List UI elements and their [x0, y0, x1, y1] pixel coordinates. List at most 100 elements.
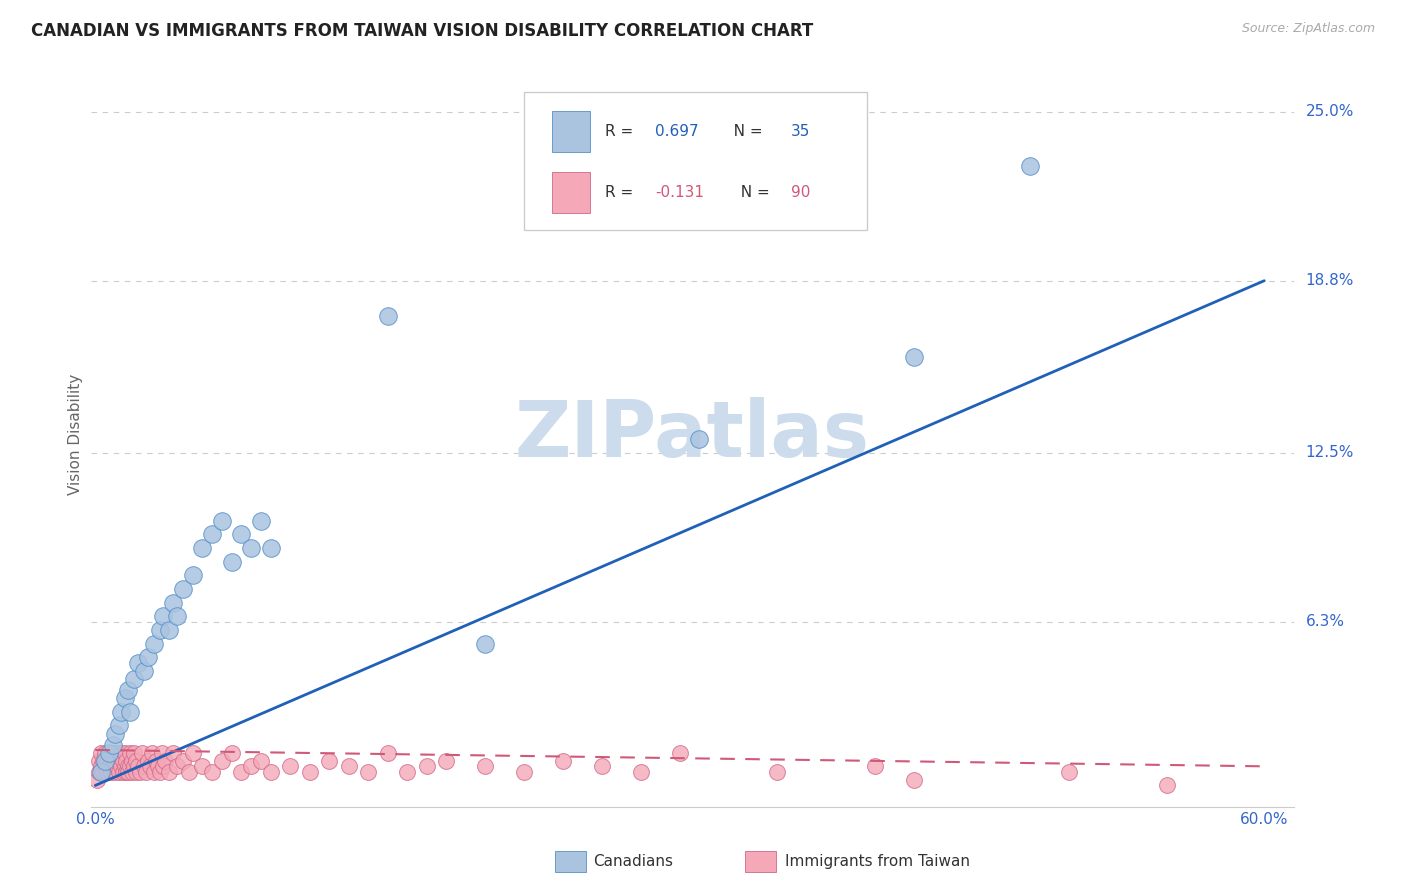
Point: [377, 309, 399, 323]
Text: Immigrants from Taiwan: Immigrants from Taiwan: [785, 855, 970, 869]
Point: [157, 764, 180, 779]
Point: [395, 764, 418, 779]
Point: [105, 759, 128, 773]
Point: [94, 746, 117, 760]
Point: [114, 759, 136, 773]
Point: [131, 746, 153, 760]
Point: [96, 764, 118, 779]
Point: [89, 754, 111, 768]
Point: [117, 759, 139, 773]
Point: [201, 764, 224, 779]
Point: [141, 746, 163, 760]
Point: [231, 764, 253, 779]
Point: [115, 764, 138, 779]
Point: [357, 764, 380, 779]
Point: [474, 759, 496, 773]
Point: [110, 705, 132, 719]
Point: [278, 759, 301, 773]
Point: [630, 764, 652, 779]
Point: [132, 759, 155, 773]
Point: [104, 754, 127, 768]
Point: [250, 514, 273, 528]
Point: [166, 609, 188, 624]
Text: 0.697: 0.697: [655, 124, 699, 139]
Point: [101, 746, 124, 760]
Point: [142, 764, 165, 779]
Point: [107, 754, 129, 768]
Point: [117, 764, 139, 779]
Point: [1156, 779, 1178, 793]
Point: [903, 350, 925, 364]
Point: [211, 754, 233, 768]
Point: [97, 746, 120, 760]
Point: [591, 759, 613, 773]
Text: 90: 90: [792, 186, 810, 201]
Text: N =: N =: [718, 124, 768, 139]
Point: [101, 738, 124, 752]
Point: [259, 764, 281, 779]
FancyBboxPatch shape: [524, 92, 866, 230]
Point: [107, 764, 129, 779]
Point: [122, 672, 145, 686]
Point: [145, 754, 167, 768]
Point: [120, 705, 142, 719]
Text: 6.3%: 6.3%: [1306, 615, 1344, 629]
Point: [104, 764, 127, 779]
Point: [1019, 159, 1042, 173]
Point: [122, 759, 145, 773]
Point: [172, 754, 194, 768]
Point: [142, 636, 165, 650]
Point: [100, 764, 122, 779]
Text: Source: ZipAtlas.com: Source: ZipAtlas.com: [1241, 22, 1375, 36]
Point: [415, 759, 437, 773]
Point: [101, 759, 124, 773]
Point: [91, 764, 114, 779]
Point: [86, 772, 108, 787]
Point: [90, 759, 112, 773]
Point: [135, 764, 157, 779]
Point: [111, 764, 134, 779]
Text: ZIPatlas: ZIPatlas: [515, 397, 870, 473]
Text: N =: N =: [731, 186, 775, 201]
Point: [146, 759, 169, 773]
Point: [162, 746, 184, 760]
Point: [90, 746, 112, 760]
Point: [551, 754, 574, 768]
Point: [240, 759, 263, 773]
Point: [107, 718, 129, 732]
Point: [240, 541, 263, 555]
Point: [120, 759, 142, 773]
Point: [139, 759, 162, 773]
Point: [111, 754, 134, 768]
Text: 35: 35: [792, 124, 810, 139]
Text: 25.0%: 25.0%: [1306, 104, 1354, 119]
Point: [149, 623, 172, 637]
Point: [122, 746, 145, 760]
Point: [863, 759, 886, 773]
Point: [94, 754, 117, 768]
Point: [181, 568, 204, 582]
Point: [117, 682, 139, 697]
Point: [191, 541, 214, 555]
Text: 12.5%: 12.5%: [1306, 445, 1354, 460]
Point: [150, 746, 173, 760]
Point: [127, 656, 149, 670]
Point: [1059, 764, 1081, 779]
Point: [136, 650, 159, 665]
Point: [259, 541, 281, 555]
Point: [155, 754, 177, 768]
Point: [129, 764, 152, 779]
Point: [513, 764, 536, 779]
Point: [152, 609, 174, 624]
Point: [125, 764, 148, 779]
Point: [250, 754, 273, 768]
Point: [125, 754, 148, 768]
Bar: [551, 172, 591, 213]
Point: [90, 764, 112, 779]
Point: [91, 754, 114, 768]
Point: [132, 664, 155, 678]
Point: [298, 764, 321, 779]
Point: [114, 746, 136, 760]
Point: [318, 754, 340, 768]
Text: -0.131: -0.131: [655, 186, 704, 201]
